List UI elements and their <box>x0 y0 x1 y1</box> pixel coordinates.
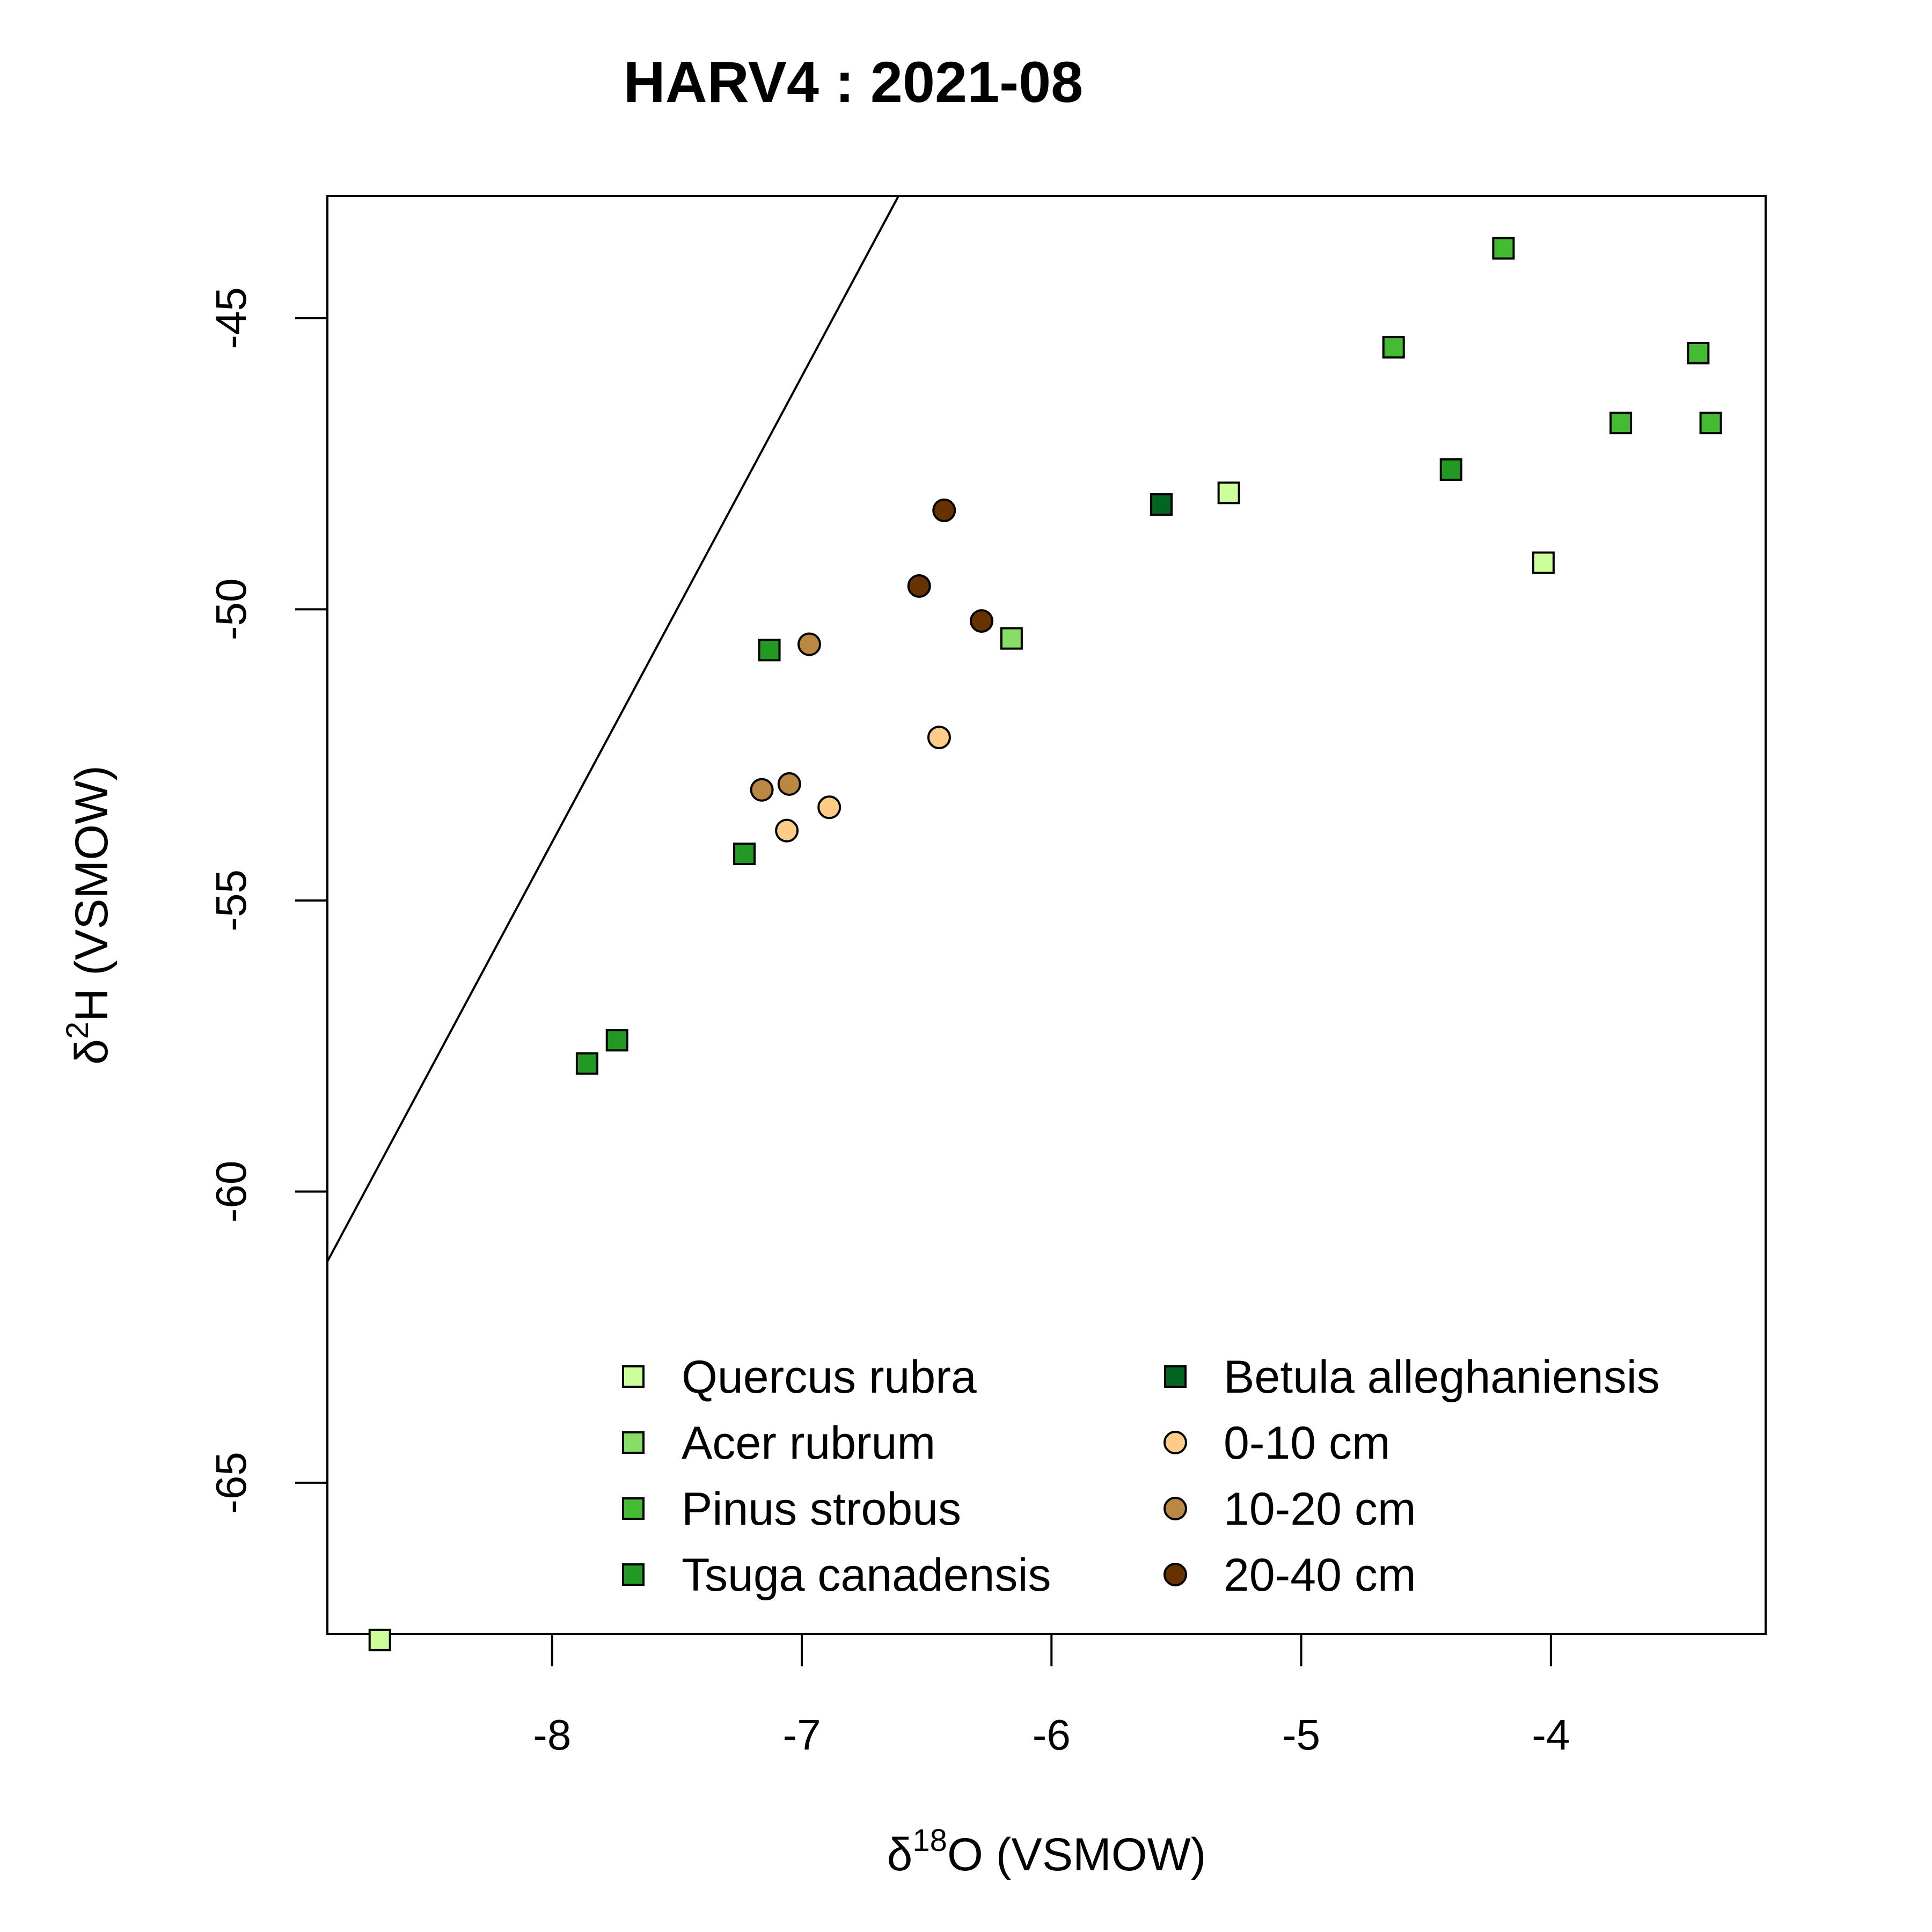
legend-marker <box>1163 1431 1187 1454</box>
legend-marker <box>622 1497 645 1520</box>
legend-marker <box>1164 1365 1187 1388</box>
y-tick-label: -65 <box>207 1452 255 1514</box>
legend-marker <box>622 1365 645 1388</box>
legend-label: Betula alleghaniensis <box>1224 1351 1660 1403</box>
chart-title: HARV4 : 2021-08 <box>624 49 1083 114</box>
data-point <box>750 778 774 802</box>
legend-marker <box>622 1563 645 1586</box>
data-point <box>605 1029 628 1052</box>
legend-label: Tsuga canadensis <box>682 1549 1051 1601</box>
x-tick-label: -5 <box>1282 1711 1320 1759</box>
legend-marker <box>1163 1497 1187 1520</box>
data-point <box>1532 551 1555 574</box>
data-point <box>907 574 931 598</box>
x-tick-label: -6 <box>1033 1711 1071 1759</box>
data-point <box>1687 341 1710 364</box>
data-point <box>932 498 956 522</box>
legend-label: Pinus strobus <box>682 1483 961 1535</box>
legend-label: 20-40 cm <box>1224 1549 1416 1601</box>
data-point <box>1492 237 1515 260</box>
plot-frame <box>326 195 1767 1635</box>
data-point <box>368 1628 391 1651</box>
x-tick-label: -7 <box>782 1711 821 1759</box>
x-axis-label: δ18O (VSMOW) <box>887 1823 1206 1880</box>
data-point <box>775 818 799 843</box>
data-point <box>817 795 841 819</box>
data-point <box>797 632 821 656</box>
y-tick-label: -50 <box>207 579 255 641</box>
legend-marker <box>1163 1563 1187 1586</box>
legend: Quercus rubra Acer rubrum Pinus strobus Tsu… <box>622 1351 1660 1601</box>
y-tick-label: -45 <box>207 287 255 349</box>
y-tick-label: -55 <box>207 869 255 932</box>
y-tick-label: -60 <box>207 1161 255 1223</box>
data-point <box>1382 336 1405 359</box>
data-point <box>733 843 756 866</box>
data-point <box>575 1052 598 1075</box>
data-point <box>1439 458 1462 481</box>
y-axis-label: δ2H (VSMOW) <box>60 765 118 1065</box>
data-point <box>1000 627 1023 650</box>
data-point <box>777 772 801 796</box>
data-point <box>970 609 994 633</box>
x-tick-label: -8 <box>533 1711 571 1759</box>
legend-label: 10-20 cm <box>1224 1483 1416 1535</box>
legend-label: 0-10 cm <box>1224 1417 1391 1469</box>
legend-label: Quercus rubra <box>682 1351 977 1403</box>
data-point <box>927 726 951 750</box>
legend-marker <box>622 1431 645 1454</box>
x-tick-label: -4 <box>1532 1711 1570 1759</box>
legend-label: Acer rubrum <box>682 1417 935 1469</box>
data-point <box>1217 481 1240 504</box>
reference-line <box>327 196 900 1262</box>
data-point <box>1150 493 1173 516</box>
data-point <box>1609 412 1633 435</box>
data-point <box>758 639 781 662</box>
data-point <box>1699 412 1722 435</box>
